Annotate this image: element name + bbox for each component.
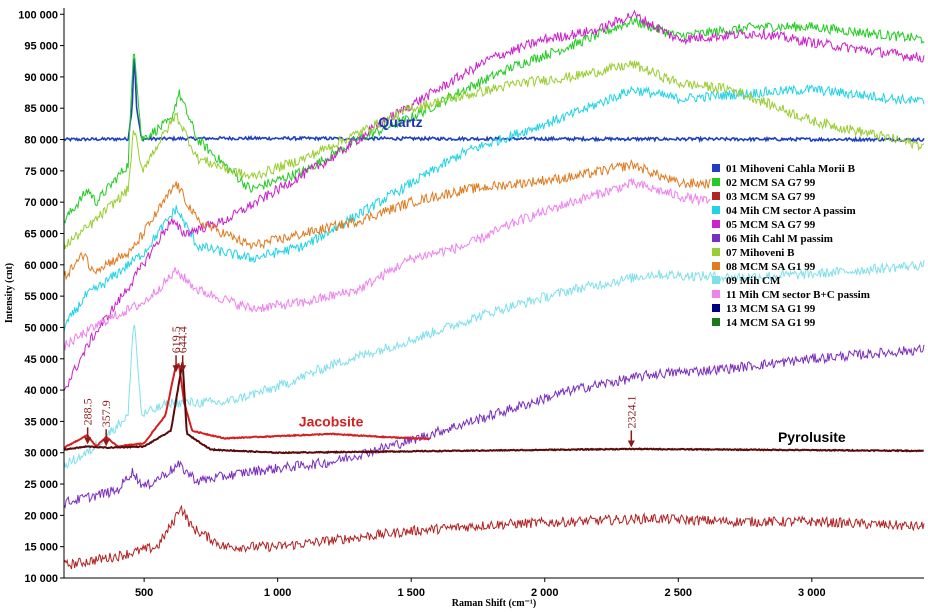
legend-swatch bbox=[712, 234, 720, 242]
legend: 01 Mihoveni Cahla Morii B 02 MCM SA G7 99… bbox=[712, 163, 870, 329]
y-tick-label: 50 000 bbox=[24, 322, 58, 334]
y-tick-label: 70 000 bbox=[24, 197, 58, 209]
legend-entry: 09 Mih CM bbox=[726, 275, 781, 287]
legend-swatch bbox=[712, 178, 720, 186]
legend-entry: 03 MCM SA G7 99 bbox=[726, 191, 816, 203]
legend-swatch bbox=[712, 304, 720, 312]
series-line-5 bbox=[63, 9, 925, 392]
y-tick-label: 95 000 bbox=[24, 41, 58, 53]
x-tick-label: 2 000 bbox=[531, 587, 559, 599]
series-line-6 bbox=[63, 343, 925, 509]
y-tick-label: 15 000 bbox=[24, 542, 58, 554]
y-tick-label: 80 000 bbox=[24, 135, 58, 147]
annotation-pyrolusite: Pyrolusite bbox=[778, 429, 846, 445]
series-line-1 bbox=[63, 58, 925, 144]
legend-entry: 14 MCM SA G1 99 bbox=[726, 317, 816, 329]
y-tick-label: 55 000 bbox=[24, 291, 58, 303]
legend-entry: 13 MCM SA G1 99 bbox=[726, 303, 816, 315]
peak-marker-619.5: 619.5 bbox=[169, 326, 183, 373]
series-line-2 bbox=[63, 16, 925, 224]
legend-entry: 06 Mih Cahl M passim bbox=[726, 233, 833, 245]
y-tick-label: 75 000 bbox=[24, 166, 58, 178]
plot-background bbox=[64, 8, 924, 578]
y-tick-label: 25 000 bbox=[24, 479, 58, 491]
peak-marker-288.5: 288.5 bbox=[81, 398, 95, 445]
x-tick-label: 1 000 bbox=[264, 587, 292, 599]
peak-marker-2324.1: 2324.1 bbox=[624, 395, 638, 448]
legend-swatch bbox=[712, 318, 720, 326]
reference-line-pyrolusite bbox=[63, 361, 924, 455]
legend-swatch bbox=[712, 206, 720, 214]
annotation-quartz: Quartz bbox=[378, 114, 422, 130]
legend-entry: 05 MCM SA G7 99 bbox=[726, 219, 816, 231]
peak-label: 619.5 bbox=[169, 326, 183, 353]
peak-marker-357.9: 357.9 bbox=[99, 400, 113, 447]
peak-arrow-head bbox=[179, 365, 187, 373]
annotation-layer: Quartz Jacobsite Pyrolusite 288.5 357.9 619.5… bbox=[81, 114, 846, 448]
peak-label: 2324.1 bbox=[624, 395, 638, 428]
peak-label: 644.4 bbox=[176, 326, 190, 353]
y-tick-label: 20 000 bbox=[24, 510, 58, 522]
legend-swatch bbox=[712, 192, 720, 200]
y-tick-label: 65 000 bbox=[24, 228, 58, 240]
legend-swatch bbox=[712, 262, 720, 270]
legend-swatch bbox=[712, 248, 720, 256]
legend-entry: 04 Mih CM sector A passim bbox=[726, 205, 856, 217]
annotation-jacobsite: Jacobsite bbox=[299, 413, 364, 429]
series-line-10 bbox=[63, 177, 711, 351]
axis-layer: 10 000 15 000 20 000 25 000 30 000 35 000 40 0… bbox=[18, 8, 924, 599]
y-tick-label: 40 000 bbox=[24, 385, 58, 397]
reference-layer bbox=[63, 361, 924, 455]
series-line-7 bbox=[63, 60, 925, 250]
series-line-9 bbox=[63, 260, 925, 470]
x-tick-label: 2 500 bbox=[665, 587, 693, 599]
legend-entry: 11 Mih CM sector B+C passim bbox=[726, 289, 870, 301]
y-tick-label: 30 000 bbox=[24, 448, 58, 460]
peak-label: 357.9 bbox=[99, 400, 113, 427]
legend-entry: 08 MCM SA G1 99 bbox=[726, 261, 816, 273]
y-tick-label: 100 000 bbox=[18, 9, 58, 21]
y-tick-label: 35 000 bbox=[24, 416, 58, 428]
y-tick-label: 85 000 bbox=[24, 103, 58, 115]
series-line-4 bbox=[63, 84, 925, 332]
y-tick-label: 45 000 bbox=[24, 354, 58, 366]
y-tick-label: 90 000 bbox=[24, 72, 58, 84]
legend-entry: 07 Mihoveni B bbox=[726, 247, 795, 259]
legend-entry: 01 Mihoveni Cahla Morii B bbox=[726, 163, 856, 175]
peak-arrow-head bbox=[102, 439, 110, 447]
series-layer bbox=[63, 9, 925, 570]
reference-line-jacobsite bbox=[63, 362, 431, 449]
peak-arrow-head bbox=[84, 437, 92, 445]
x-tick-label: 1 500 bbox=[397, 587, 425, 599]
x-tick-label: 500 bbox=[135, 587, 153, 599]
peak-label: 288.5 bbox=[81, 398, 95, 425]
series-line-8 bbox=[63, 158, 711, 281]
peak-arrow-head bbox=[627, 440, 635, 448]
y-tick-label: 10 000 bbox=[24, 573, 58, 585]
y-tick-label: 60 000 bbox=[24, 260, 58, 272]
legend-swatch bbox=[712, 276, 720, 284]
legend-swatch bbox=[712, 290, 720, 298]
series-line-3 bbox=[63, 504, 925, 570]
y-axis-title: Intensity (cnt) bbox=[4, 263, 15, 323]
peak-marker-644.4: 644.4 bbox=[176, 326, 190, 373]
peak-arrow-head bbox=[172, 365, 180, 373]
legend-swatch bbox=[712, 220, 720, 228]
legend-entry: 02 MCM SA G7 99 bbox=[726, 177, 816, 189]
x-tick-label: 3 000 bbox=[798, 587, 826, 599]
x-axis-title: Raman Shift (cm⁻¹) bbox=[452, 598, 536, 609]
legend-swatch bbox=[712, 164, 720, 172]
